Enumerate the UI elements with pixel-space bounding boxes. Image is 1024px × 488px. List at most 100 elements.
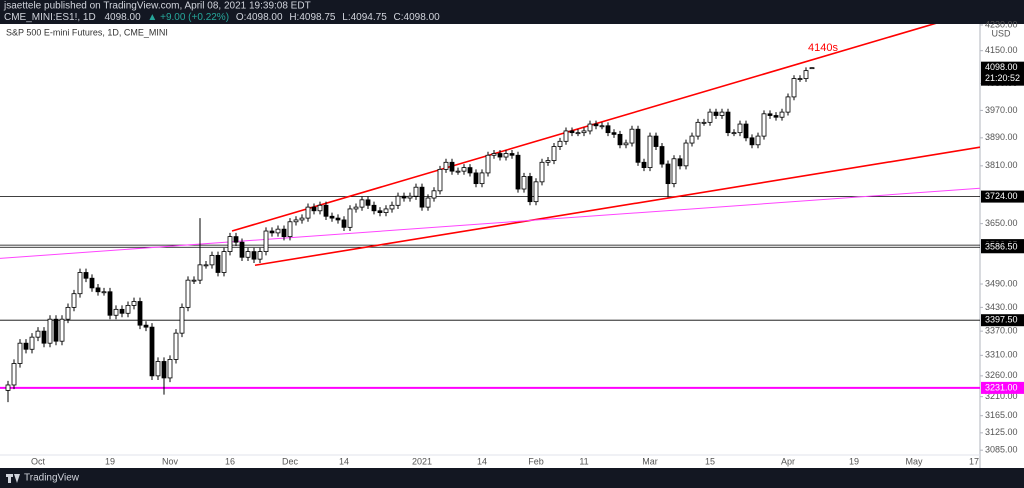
chart-title: S&P 500 E-mini Futures, 1D, CME_MINI — [6, 27, 168, 37]
candle-body — [299, 217, 305, 221]
candle-body — [791, 78, 797, 98]
countdown: 21:20:52 — [985, 73, 1020, 83]
x-tick-label: 17 — [969, 456, 979, 466]
candle-body — [383, 208, 389, 214]
candle-body — [695, 121, 701, 137]
publisher: jsaettele published on TradingView.com, … — [3, 1, 311, 12]
level-label: 3397.50 — [985, 315, 1018, 325]
last-price-box — [981, 61, 1024, 86]
candle-body — [371, 204, 377, 212]
candle-body — [95, 287, 101, 293]
level-label-box — [981, 314, 1024, 327]
candle-body — [755, 135, 761, 146]
candle-body — [773, 115, 779, 118]
y-tick-label: 3650.00 — [985, 218, 1018, 228]
candle-body — [665, 163, 671, 185]
candle-body — [671, 158, 677, 185]
quote: L:4094.75 — [342, 12, 387, 23]
candle-body — [341, 219, 347, 228]
trend-line — [0, 187, 980, 259]
candle-body — [683, 142, 689, 167]
candle-body — [443, 161, 449, 170]
candle-body — [593, 123, 599, 127]
candle-body — [263, 230, 269, 252]
level-label-box — [981, 381, 1024, 394]
trend-line — [254, 146, 980, 267]
candle-body — [389, 204, 395, 210]
x-tick-label: 19 — [849, 456, 859, 466]
candle-body — [761, 113, 767, 137]
trend-line — [231, 24, 937, 232]
candle-body — [797, 78, 803, 80]
x-tick-label: 19 — [105, 456, 115, 466]
candle-body — [779, 111, 785, 118]
candle-body — [605, 125, 611, 134]
candle-body — [533, 181, 539, 203]
candle-body — [107, 291, 113, 316]
candle-body — [431, 190, 437, 199]
quote: O:4098.00 — [236, 12, 283, 23]
candle-body — [359, 199, 365, 208]
candle-body — [425, 197, 431, 208]
quote: C:4098.00 — [394, 12, 441, 23]
y-tick-label: 3430.00 — [985, 302, 1018, 312]
candle-body — [647, 135, 653, 169]
candle-body — [713, 111, 719, 116]
candle-body — [749, 137, 755, 146]
candle-body — [653, 135, 659, 147]
candle-body — [437, 168, 443, 192]
y-tick-label: 4230.00 — [985, 19, 1018, 29]
candle-body — [701, 121, 707, 124]
header-bar — [0, 0, 1024, 24]
candle-body — [719, 111, 725, 116]
x-tick-label: Dec — [282, 456, 299, 466]
candle-body — [191, 279, 197, 282]
candle-body — [251, 251, 257, 260]
y-tick-label: 3210.00 — [985, 391, 1018, 401]
candle-body — [527, 176, 533, 203]
candle-body — [131, 301, 137, 306]
level-label-box — [981, 241, 1024, 254]
candle-body — [203, 264, 209, 267]
last-price-label: 4098.00 — [985, 62, 1018, 72]
candle-body — [557, 140, 563, 147]
y-tick-label: 3490.00 — [985, 278, 1018, 288]
candle-body — [221, 251, 227, 273]
y-tick-label: 3890.00 — [985, 132, 1018, 142]
candle-body — [599, 125, 605, 128]
candle-body — [11, 363, 17, 386]
logo — [6, 474, 20, 483]
candle-body — [29, 336, 35, 350]
y-tick-label: 3810.00 — [985, 160, 1018, 170]
y-tick-label: 3970.00 — [985, 105, 1018, 115]
candle-body — [485, 154, 491, 174]
candle-body — [707, 111, 713, 123]
candle-body — [17, 342, 23, 364]
candle-body — [281, 228, 287, 238]
candle-body — [767, 113, 773, 116]
candle-body — [209, 254, 215, 266]
candle-body — [737, 123, 743, 134]
brand: TradingView — [24, 473, 80, 484]
x-tick-label: 2021 — [412, 456, 432, 466]
candle-body — [551, 146, 557, 161]
candle-body — [479, 172, 485, 185]
candle-body — [611, 132, 617, 135]
x-tick-label: May — [905, 456, 923, 466]
candle-body — [227, 236, 233, 252]
x-tick-label: 15 — [705, 456, 715, 466]
candle-body — [101, 291, 107, 294]
candle-body — [53, 318, 59, 342]
candle-body — [365, 199, 371, 206]
candle-body — [569, 130, 575, 134]
candle-body — [323, 204, 329, 217]
candle-body — [65, 306, 71, 320]
level-label: 3724.00 — [985, 191, 1018, 201]
candle-body — [635, 128, 641, 163]
candle-body — [155, 361, 161, 377]
candle-body — [71, 293, 77, 308]
quote: ▲ +9.00 (+0.22%) — [147, 12, 229, 23]
candle-body — [587, 123, 593, 132]
level-label-box — [981, 190, 1024, 203]
candle-body — [245, 251, 251, 258]
